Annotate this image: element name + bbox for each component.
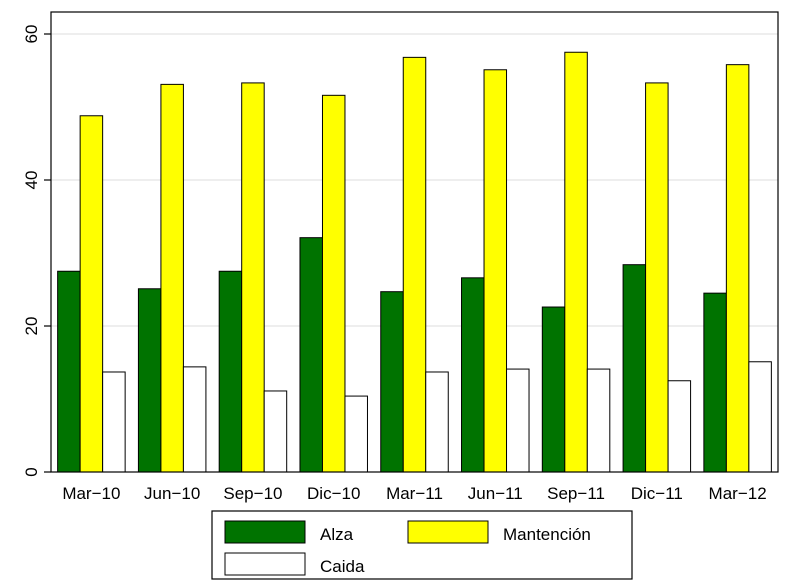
x-tick-label: Dic−10 — [307, 484, 360, 503]
bar-caida-1 — [182, 366, 207, 473]
x-axis: Mar−10 Jun−10 Sep−10 Dic−10 Mar−11 Jun−11 Sep−… — [62, 484, 766, 503]
bar-alza-2 — [218, 270, 243, 473]
bar-alza-4 — [380, 291, 404, 473]
bar-alza-3 — [299, 237, 323, 473]
y-axis: 0 20 40 60 — [22, 25, 51, 477]
y-tick-label: 60 — [22, 25, 41, 44]
x-tick-label: Sep−10 — [223, 484, 282, 503]
bar-alza-8 — [703, 292, 727, 473]
legend-swatch-1 — [407, 520, 489, 544]
x-tick-label: Jun−11 — [468, 484, 523, 503]
y-tick-label: 0 — [22, 467, 41, 476]
bar-alza-7 — [622, 264, 647, 473]
bar-caida-6 — [586, 368, 611, 473]
legend-swatch-2 — [224, 552, 306, 576]
bars — [57, 51, 772, 473]
x-tick-label: Mar−12 — [709, 484, 767, 503]
legend-label-0: Alza — [320, 525, 354, 544]
legend-label-2: Caida — [320, 557, 365, 576]
bar-caida-3 — [344, 395, 368, 473]
y-tick-label: 40 — [22, 171, 41, 190]
bar-alza-1 — [137, 288, 162, 473]
bar-mantencin-6 — [564, 51, 588, 473]
bar-caida-7 — [667, 380, 692, 473]
bar-mantencin-2 — [241, 82, 265, 473]
legend: Alza Mantención Caida — [211, 510, 633, 580]
x-tick-label: Mar−11 — [386, 484, 443, 503]
bar-alza-6 — [541, 306, 566, 473]
bar-caida-8 — [748, 361, 772, 473]
y-tick-label: 20 — [22, 317, 41, 336]
x-tick-label: Sep−11 — [547, 484, 605, 503]
bar-mantencin-0 — [79, 115, 104, 473]
x-tick-label: Jun−10 — [144, 484, 200, 503]
bar-mantencin-3 — [321, 94, 346, 473]
legend-label-1: Mantención — [503, 525, 591, 544]
legend-swatch-0 — [224, 520, 306, 544]
bar-caida-5 — [506, 368, 530, 473]
plot-frame — [50, 11, 779, 473]
x-tick-label: Mar−10 — [62, 484, 120, 503]
bar-alza-5 — [461, 277, 485, 473]
bar-mantencin-7 — [645, 82, 669, 473]
bar-alza-0 — [57, 270, 81, 473]
bar-mantencin-4 — [402, 56, 427, 473]
x-tick-label: Dic−11 — [631, 484, 683, 503]
bar-mantencin-1 — [160, 83, 184, 473]
bar-mantencin-5 — [483, 69, 508, 473]
bar-caida-2 — [263, 390, 288, 473]
bar-caida-0 — [102, 371, 126, 473]
bar-caida-4 — [425, 371, 449, 473]
bar-mantencin-8 — [725, 64, 750, 473]
